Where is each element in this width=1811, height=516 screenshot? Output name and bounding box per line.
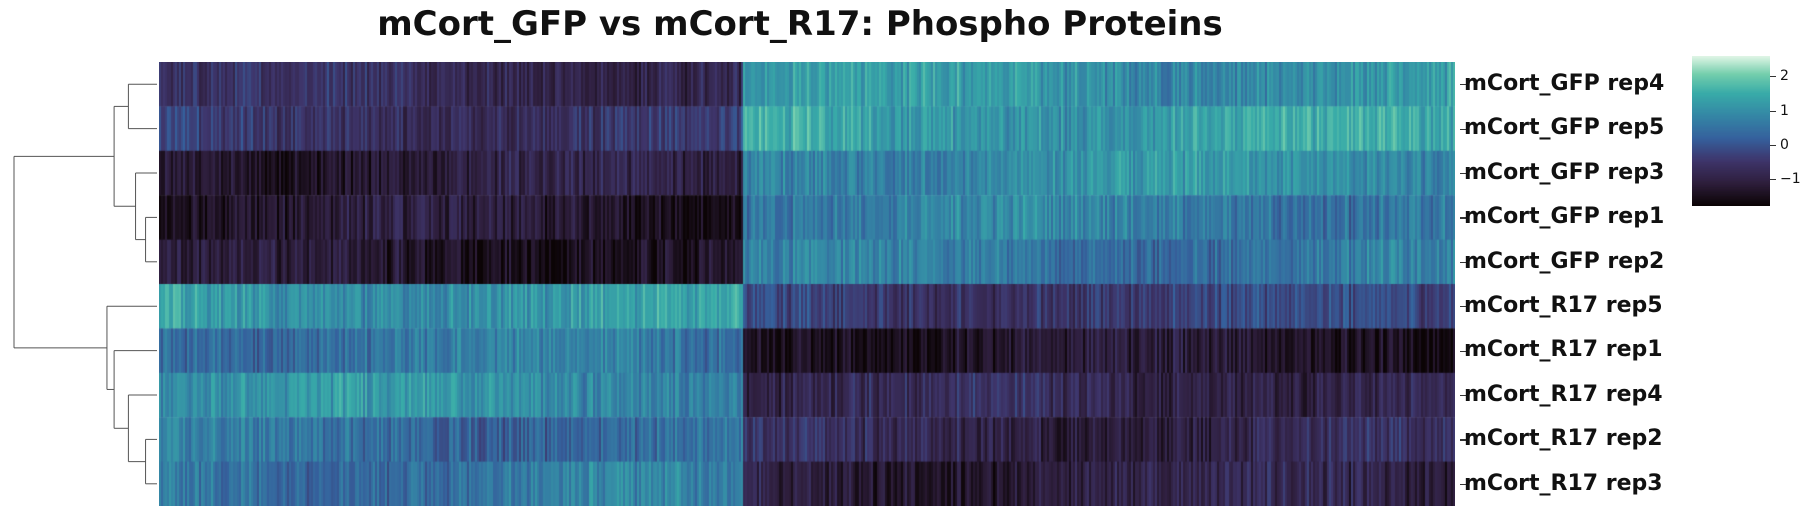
colorbar-tick (1770, 110, 1776, 112)
row-label: mCort_R17 rep4 (1464, 381, 1663, 407)
row-tick (1460, 261, 1466, 263)
row-tick (1460, 483, 1466, 485)
row-tick (1460, 439, 1466, 441)
row-label: mCort_R17 rep1 (1464, 337, 1663, 363)
colorbar-tick-label: 1 (1780, 102, 1789, 119)
colorbar-tick-label: 2 (1780, 68, 1789, 85)
row-dendrogram (13, 83, 157, 485)
colorbar: 2 1 0 −1 (1692, 56, 1801, 206)
chart-title: mCort_GFP vs mCort_R17: Phospho Proteins (377, 4, 1223, 44)
colorbar-tick (1770, 144, 1776, 146)
colorbar-tick-label: 0 (1780, 136, 1789, 153)
colorbar-tick (1770, 178, 1776, 180)
heatmap-cells (159, 62, 1455, 506)
row-label: mCort_GFP rep5 (1464, 115, 1665, 141)
row-tick (1460, 128, 1466, 130)
row-tick (1460, 84, 1466, 86)
row-tick (1460, 350, 1466, 352)
colorbar-gradient (1692, 56, 1770, 206)
row-tick (1460, 217, 1466, 219)
row-tick (1460, 306, 1466, 308)
heatmap (159, 62, 1455, 506)
row-label: mCort_R17 rep5 (1464, 293, 1663, 318)
colorbar-ticks: 2 1 0 −1 (1692, 56, 1811, 206)
row-label: mCort_R17 rep3 (1464, 470, 1663, 496)
row-tick (1460, 173, 1466, 175)
row-label: mCort_GFP rep3 (1464, 159, 1665, 185)
row-tick (1460, 395, 1466, 397)
colorbar-tick-label: −1 (1780, 170, 1801, 187)
row-label: mCort_R17 rep2 (1464, 426, 1663, 452)
colorbar-tick (1770, 76, 1776, 78)
row-label: mCort_GFP rep4 (1464, 71, 1665, 96)
row-labels: mCort_GFP rep4 mCort_GFP rep5 mCort_GFP re… (1460, 62, 1690, 506)
row-label: mCort_GFP rep1 (1464, 204, 1665, 230)
row-label: mCort_GFP rep2 (1464, 248, 1665, 274)
